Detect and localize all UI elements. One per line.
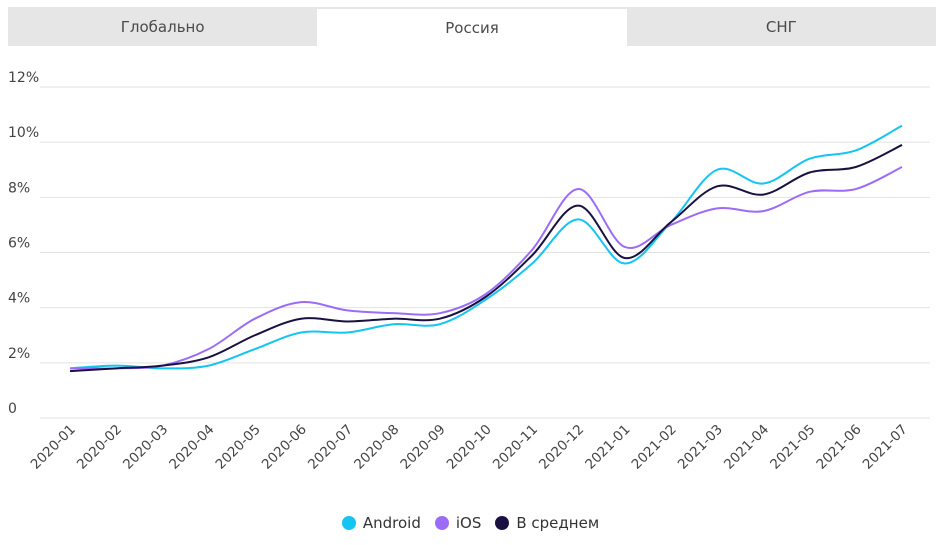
- y-tick-label: 8%: [8, 180, 30, 196]
- x-tick-label: 2020-09: [397, 422, 448, 473]
- x-tick-label: 2021-06: [813, 422, 864, 473]
- legend-label-average: В среднем: [516, 514, 600, 532]
- x-tick-label: 2021-02: [629, 422, 680, 473]
- legend-item-ios[interactable]: iOS: [434, 514, 482, 532]
- y-tick-label: 6%: [8, 236, 30, 252]
- x-tick-label: 2020-07: [305, 422, 356, 473]
- legend-dot-average: [495, 516, 510, 530]
- x-tick-label: 2021-05: [767, 422, 818, 473]
- y-tick-label: 2%: [8, 346, 30, 362]
- line-chart: 02%4%6%8%10%12% 2020-012020-022020-03202…: [8, 70, 930, 473]
- x-tick-label: 2021-01: [582, 422, 633, 473]
- legend-dot-ios: [434, 516, 449, 530]
- x-tick-label: 2020-05: [213, 422, 264, 473]
- series-line-average: [69, 144, 903, 373]
- x-tick-label: 2020-08: [351, 422, 402, 473]
- tab-cis[interactable]: СНГ: [765, 17, 797, 36]
- legend-label-android: Android: [362, 514, 421, 532]
- y-tick-label: 0: [8, 401, 17, 417]
- grid-lines: [40, 86, 930, 419]
- tab-global[interactable]: Глобально: [120, 17, 205, 36]
- series-line-ios: [69, 166, 903, 370]
- region-tabs: Глобально Россия СНГ: [8, 7, 936, 46]
- x-tick-label: 2020-03: [120, 422, 171, 473]
- y-axis-ticks: 0 2% 4% 6% 8% 10% 12%: [8, 70, 39, 417]
- y-tick-label: 4%: [8, 291, 30, 307]
- legend-item-average[interactable]: В среднем: [495, 514, 599, 532]
- series-line-android: [69, 124, 903, 370]
- legend: Android iOS В среднем: [0, 512, 941, 534]
- x-tick-label: 2020-02: [74, 422, 125, 473]
- x-tick-label: 2021-07: [860, 422, 911, 473]
- y-tick-label: 12%: [8, 70, 39, 86]
- x-tick-label: 2020-06: [259, 422, 310, 473]
- legend-dot-android: [341, 516, 356, 530]
- x-tick-label: 2021-03: [675, 422, 726, 473]
- x-tick-label: 2020-04: [166, 422, 217, 473]
- x-tick-label: 2020-10: [444, 422, 495, 473]
- legend-label-ios: iOS: [455, 514, 482, 532]
- legend-item-android[interactable]: Android: [341, 514, 421, 532]
- x-tick-label: 2020-11: [490, 422, 541, 473]
- x-tick-label: 2021-04: [721, 422, 772, 473]
- x-axis-ticks: 2020-012020-022020-032020-042020-052020-…: [28, 422, 911, 473]
- y-tick-label: 10%: [8, 125, 39, 141]
- tab-russia[interactable]: Россия: [317, 9, 627, 46]
- x-tick-label: 2020-12: [536, 422, 587, 473]
- series-lines: [69, 124, 903, 373]
- x-tick-label: 2020-01: [28, 422, 79, 473]
